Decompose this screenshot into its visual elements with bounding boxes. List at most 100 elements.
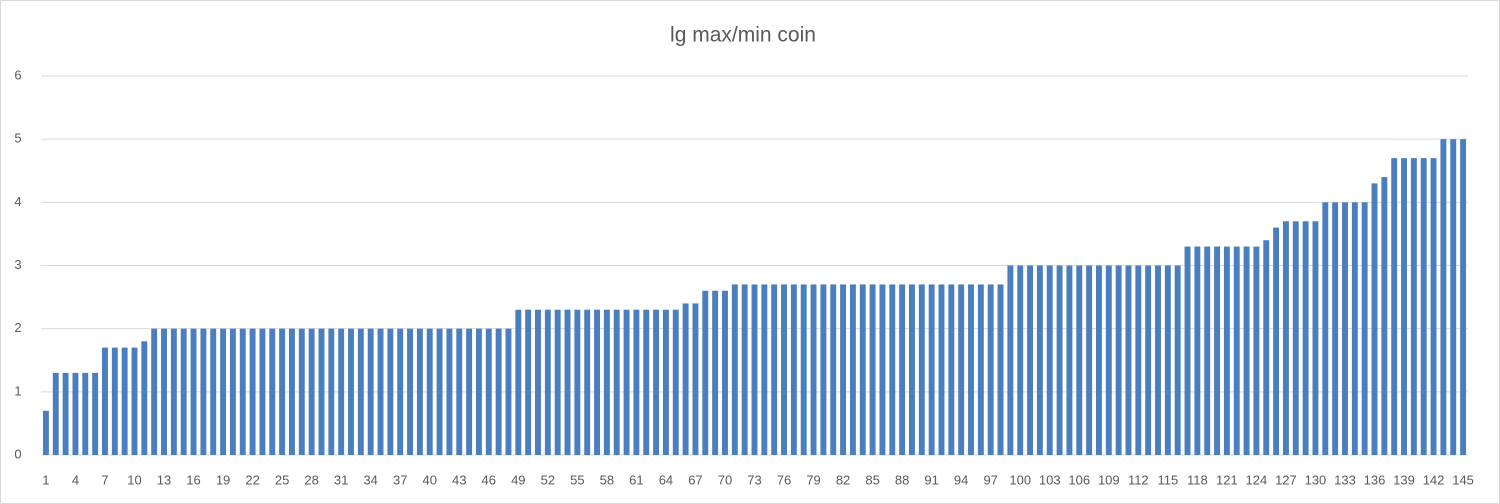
bar bbox=[938, 284, 945, 455]
bar bbox=[72, 372, 79, 455]
bar bbox=[1223, 246, 1230, 455]
bar bbox=[977, 284, 984, 455]
bar bbox=[220, 328, 227, 455]
bar bbox=[869, 284, 876, 455]
bar bbox=[968, 284, 974, 455]
x-tick-label: 34 bbox=[363, 472, 377, 487]
bar bbox=[1450, 139, 1457, 455]
x-tick-label: 19 bbox=[216, 472, 230, 487]
bar bbox=[564, 309, 571, 455]
bar bbox=[259, 328, 266, 455]
bar bbox=[200, 328, 207, 455]
bar bbox=[1164, 265, 1171, 455]
bar bbox=[928, 284, 935, 455]
bar bbox=[643, 309, 650, 455]
x-tick-label: 25 bbox=[275, 472, 289, 487]
bar bbox=[810, 284, 817, 455]
bar bbox=[1204, 246, 1211, 455]
y-tick-label: 0 bbox=[14, 446, 21, 461]
bar bbox=[1105, 265, 1112, 455]
x-tick-label: 82 bbox=[836, 472, 850, 487]
x-tick-label: 127 bbox=[1275, 472, 1297, 487]
bar bbox=[515, 309, 522, 455]
bar bbox=[692, 303, 699, 455]
bar bbox=[899, 284, 906, 455]
bar bbox=[800, 284, 807, 455]
bar bbox=[1361, 202, 1368, 455]
bar bbox=[318, 328, 325, 455]
x-tick-label: 88 bbox=[895, 472, 909, 487]
chart-title: lg max/min coin bbox=[670, 24, 816, 47]
y-tick-label: 5 bbox=[14, 131, 21, 146]
bar bbox=[1312, 221, 1319, 455]
bar bbox=[1036, 265, 1043, 455]
bar bbox=[830, 284, 837, 455]
x-tick-label: 43 bbox=[452, 472, 466, 487]
bar bbox=[731, 284, 738, 455]
bar bbox=[1302, 221, 1309, 455]
bar bbox=[722, 290, 728, 455]
bar bbox=[397, 328, 404, 455]
x-tick-label: 13 bbox=[157, 472, 171, 487]
x-tick-label: 121 bbox=[1216, 472, 1238, 487]
x-tick-label: 76 bbox=[777, 472, 791, 487]
bar bbox=[485, 328, 492, 455]
x-tick-label: 112 bbox=[1128, 472, 1149, 487]
bar bbox=[1233, 246, 1240, 455]
bar bbox=[574, 309, 581, 455]
bar bbox=[1371, 183, 1378, 455]
x-tick-label: 52 bbox=[541, 472, 555, 487]
bar bbox=[151, 328, 158, 455]
bar bbox=[308, 328, 315, 455]
bar bbox=[82, 372, 89, 455]
x-tick-label: 97 bbox=[983, 472, 997, 487]
x-tick-label: 109 bbox=[1098, 472, 1120, 487]
bar bbox=[682, 303, 689, 455]
bar bbox=[1381, 177, 1388, 456]
bar bbox=[102, 347, 108, 455]
bar bbox=[918, 284, 925, 455]
x-tick-label: 103 bbox=[1039, 472, 1061, 487]
bar bbox=[958, 284, 965, 455]
bar bbox=[535, 309, 541, 455]
x-tick-label: 55 bbox=[570, 472, 584, 487]
y-tick-label: 1 bbox=[14, 383, 21, 398]
x-tick-label: 133 bbox=[1334, 472, 1356, 487]
bar bbox=[1401, 158, 1407, 455]
bar bbox=[1076, 265, 1083, 455]
bar bbox=[1342, 202, 1348, 455]
bar bbox=[170, 328, 177, 455]
bar bbox=[357, 328, 364, 455]
x-tick-label: 145 bbox=[1452, 472, 1474, 487]
bar bbox=[1017, 265, 1024, 455]
bar bbox=[1007, 265, 1014, 455]
bar bbox=[1253, 246, 1260, 455]
bar bbox=[190, 328, 197, 455]
y-tick-label: 2 bbox=[14, 320, 21, 335]
bar bbox=[1046, 265, 1053, 455]
x-tick-label: 100 bbox=[1009, 472, 1031, 487]
bar bbox=[1282, 221, 1289, 455]
bar bbox=[1410, 158, 1417, 455]
bar bbox=[594, 309, 600, 455]
bar bbox=[603, 309, 610, 455]
bar bbox=[889, 284, 896, 455]
bar bbox=[1332, 202, 1339, 455]
bar bbox=[505, 328, 512, 455]
x-tick-label: 49 bbox=[511, 472, 525, 487]
bar bbox=[416, 328, 423, 455]
bar bbox=[623, 309, 630, 455]
bar bbox=[761, 284, 768, 455]
x-tick-label: 91 bbox=[924, 472, 938, 487]
bar bbox=[1440, 139, 1447, 455]
bar bbox=[613, 309, 620, 455]
bar bbox=[525, 309, 532, 455]
bar bbox=[1243, 246, 1250, 455]
bar bbox=[62, 372, 69, 455]
bar bbox=[554, 309, 561, 455]
bar bbox=[1095, 265, 1102, 455]
bar bbox=[161, 328, 167, 455]
bar bbox=[997, 284, 1004, 455]
bar bbox=[1214, 246, 1220, 455]
